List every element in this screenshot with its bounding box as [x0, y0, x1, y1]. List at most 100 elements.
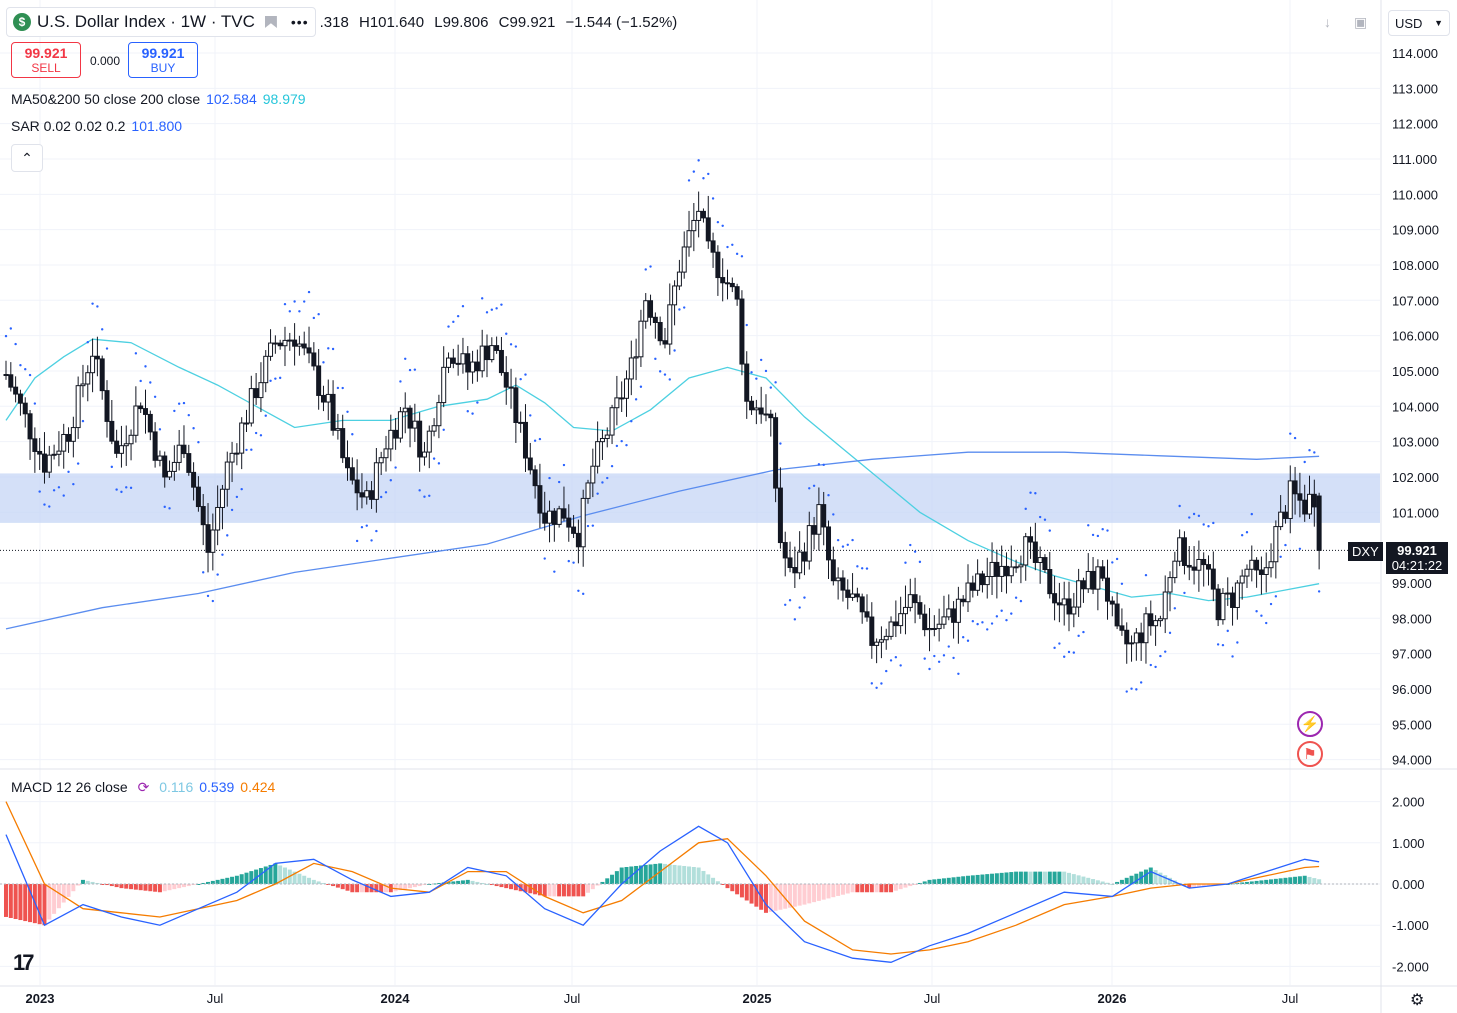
macd-hist-bar	[816, 884, 821, 901]
flag-icon[interactable]	[264, 16, 277, 28]
candle-body	[508, 386, 514, 389]
candle-body	[320, 394, 326, 403]
sar-dot	[721, 224, 724, 227]
sar-dot	[514, 345, 518, 348]
candle-body	[864, 611, 870, 618]
sar-dot	[731, 243, 734, 246]
sar-dot	[928, 667, 931, 671]
ohlc-values: .318 H101.640 L99.806 C99.921 −1.544 (−1…	[320, 14, 684, 31]
sar-dot	[177, 402, 181, 405]
sar-dot	[976, 622, 979, 626]
sar-dot	[105, 347, 109, 350]
macd-hist-bar	[109, 884, 114, 887]
sar-legend[interactable]: SAR 0.02 0.02 0.2 101.800	[11, 118, 182, 134]
candle-body	[691, 219, 697, 232]
candle-body	[75, 385, 81, 429]
sar-dot	[379, 495, 383, 499]
lightning-alert-icon[interactable]: ⚡	[1297, 711, 1323, 737]
candle-body	[1119, 625, 1125, 631]
macd-hist-bar	[254, 869, 259, 884]
symbol-button[interactable]: $ U.S. Dollar Index · 1W · TVC •••	[6, 7, 316, 37]
macd-hist-bar	[28, 884, 33, 923]
macd-hist-bar	[359, 884, 364, 893]
gear-icon[interactable]: ⚙	[1410, 992, 1425, 1009]
download-icon[interactable]: ↓	[1324, 14, 1331, 30]
collapse-legend-button[interactable]: ⌃	[11, 144, 43, 172]
fullscreen-icon[interactable]: ▣	[1354, 14, 1368, 30]
macd-hist-bar	[1302, 875, 1307, 884]
currency-selector[interactable]: USD ▼	[1388, 10, 1450, 36]
macd-hist-bar	[234, 875, 239, 884]
sar-dot	[947, 645, 950, 648]
macd-hist-bar	[66, 884, 71, 897]
sar-dot	[1058, 642, 1061, 645]
candle-body	[316, 365, 322, 396]
sell-button[interactable]: 99.921 SELL	[11, 42, 81, 78]
price-tick-label: 102.000	[1392, 470, 1439, 485]
sar-dot	[1005, 618, 1008, 622]
sar-dot	[28, 373, 32, 377]
ma-legend[interactable]: MA50&200 50 close 200 close 102.584 98.979	[11, 91, 306, 107]
candle-body	[3, 374, 9, 377]
sar-dot	[986, 628, 989, 631]
sync-icon[interactable]: ⟳	[137, 779, 150, 795]
candle-body	[1258, 569, 1264, 575]
macd-line-value: 0.539	[199, 779, 235, 795]
macd-hist-bar	[542, 884, 547, 897]
candle-body	[835, 577, 841, 582]
candle-body	[133, 405, 139, 436]
us-flag-event-icon[interactable]: ⚑	[1297, 741, 1323, 767]
macd-hist-bar	[1254, 880, 1259, 884]
price-tick-label: 97.000	[1392, 647, 1432, 662]
candle-body	[335, 428, 341, 431]
macd-hist-bar	[494, 884, 499, 887]
sar-dot	[1293, 436, 1297, 440]
macd-hist-bar	[980, 874, 985, 884]
macd-hist-bar	[672, 864, 677, 884]
macd-hist-bar	[499, 884, 504, 888]
sar-dot	[952, 656, 955, 660]
sar-dot	[687, 179, 691, 182]
sar-dot	[1207, 525, 1210, 528]
candle-body	[599, 437, 605, 443]
sar-dot	[755, 377, 758, 380]
candle-body	[763, 413, 769, 416]
sar-dot	[1120, 582, 1124, 585]
candle-body	[417, 420, 423, 458]
sar-dot	[1183, 591, 1186, 595]
sar-dot	[678, 308, 681, 311]
macd-hist-bar	[18, 884, 23, 921]
sar-dot	[639, 385, 643, 388]
sar-dot	[533, 439, 537, 442]
macd-hist-bar	[730, 884, 735, 892]
macd-hist-bar	[605, 878, 610, 884]
buy-button[interactable]: 99.921 BUY	[128, 42, 198, 78]
sar-dot	[606, 476, 609, 480]
macd-hist-bar	[1047, 871, 1052, 884]
macd-hist-bar	[417, 884, 422, 887]
candle-body	[1201, 558, 1207, 566]
sar-dot	[173, 409, 176, 413]
candle-body	[484, 345, 490, 361]
candle-body	[850, 593, 856, 598]
sar-dot	[19, 364, 22, 367]
more-options-icon[interactable]: •••	[290, 14, 309, 30]
sar-dot	[1164, 650, 1167, 653]
sar-dot	[298, 310, 301, 313]
sar-dot	[43, 503, 46, 506]
candle-body	[152, 431, 158, 461]
sar-dot	[591, 524, 595, 527]
sar-dot	[384, 491, 388, 494]
candle-body	[51, 453, 57, 456]
macd-legend[interactable]: MACD 12 26 close ⟳ 0.116 0.539 0.424	[11, 779, 275, 796]
macd-hist-bar	[355, 884, 360, 893]
sar-dot	[630, 419, 633, 423]
candle-body	[229, 452, 235, 463]
macd-hist-bar	[220, 878, 225, 884]
sar-dot	[1308, 448, 1311, 452]
sar-dot	[702, 177, 705, 180]
macd-hist-bar	[480, 882, 485, 884]
macd-hist-bar	[475, 881, 480, 884]
macd-hist-bar	[662, 863, 667, 884]
